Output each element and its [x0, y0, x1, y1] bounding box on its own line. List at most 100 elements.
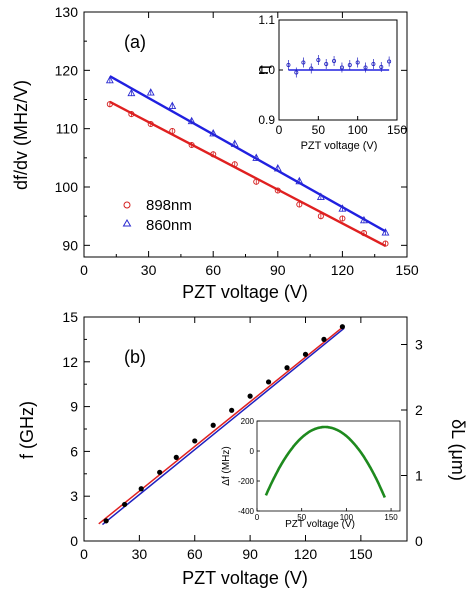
- data-point: [284, 365, 290, 371]
- point-898nm: [296, 201, 303, 208]
- point-898nm: [169, 127, 176, 135]
- inset-y-tick-label: -200: [238, 477, 255, 486]
- point-860nm: [295, 176, 304, 185]
- inset-x-tick-label: 0: [276, 123, 283, 137]
- point-898nm: [317, 213, 324, 220]
- fit-line-860nm: [109, 75, 387, 233]
- inset-point: [347, 63, 352, 68]
- x-tick-label: 0: [80, 262, 88, 278]
- y-tick-label: 90: [62, 237, 78, 253]
- inset-y-tick-label: 0: [250, 447, 255, 456]
- x-tick-label: 90: [270, 262, 286, 278]
- point-898nm: [210, 151, 217, 158]
- x-tick-label: 150: [395, 262, 419, 278]
- point-898nm: [188, 141, 195, 149]
- data-point: [210, 422, 216, 428]
- data-point: [157, 469, 163, 475]
- data-point: [265, 379, 272, 385]
- fit-line-1: [101, 327, 345, 526]
- inset-y-tick-label: -400: [238, 507, 255, 516]
- inset-point: [387, 59, 392, 64]
- y2-tick-label: 2: [415, 402, 423, 418]
- y-tick-label: 130: [55, 4, 79, 20]
- x-tick-label: 150: [349, 546, 373, 562]
- panel-a-inset-x-label: PZT voltage (V): [301, 140, 378, 152]
- y-tick-label: 3: [70, 488, 78, 504]
- point-860nm: [359, 215, 368, 224]
- inset-point: [316, 58, 321, 63]
- legend-label-860nm: 860nm: [146, 217, 192, 234]
- y-tick-label: 6: [70, 443, 78, 459]
- data-point: [229, 407, 235, 413]
- point-898nm: [339, 215, 346, 222]
- y-tick-label: 15: [62, 309, 78, 325]
- data-point: [192, 438, 198, 444]
- inset-point: [301, 60, 306, 65]
- inset-point: [363, 65, 368, 70]
- panel-a-inset-data: [286, 55, 392, 78]
- x-tick-label: 120: [294, 546, 318, 562]
- panel-a-legend: 898nm 860nm: [122, 197, 192, 234]
- point-898nm: [274, 187, 281, 194]
- inset-x-tick-label: 100: [340, 513, 354, 522]
- point-898nm: [128, 111, 135, 118]
- panel-b-data: [98, 324, 345, 526]
- point-860nm: [316, 192, 325, 200]
- inset-x-tick-label: 50: [312, 123, 326, 137]
- point-860nm: [146, 88, 155, 96]
- data-point: [321, 336, 327, 342]
- fit-line-0: [98, 325, 345, 525]
- point-860nm: [273, 163, 282, 172]
- panel-a-inset: 0 50 100 150 0.9 1.0 1.1 PZT voltage (V) η: [253, 13, 407, 152]
- point-898nm: [360, 230, 367, 237]
- point-860nm: [209, 128, 218, 137]
- inset-point: [294, 70, 299, 75]
- panel-a-axes: 0 30 60 90 120 150 90 100 110 120 130: [55, 4, 419, 278]
- panel-b-inset-y-label: Δf (MHz): [221, 446, 232, 485]
- point-860nm: [252, 153, 261, 161]
- inset-x-tick-label: 150: [387, 123, 407, 137]
- point-898nm: [147, 120, 154, 128]
- legend-marker-860nm: [122, 219, 132, 227]
- x-tick-label: 120: [331, 262, 355, 278]
- inset-y-tick-label: 1.1: [258, 13, 275, 27]
- panel-b-y-axis-label: f (GHz): [17, 401, 37, 459]
- inset-y-tick-label: 0.9: [258, 113, 275, 127]
- inset-point: [309, 66, 314, 71]
- inset-x-tick-label: 0: [255, 513, 260, 522]
- fit-line-898nm: [109, 100, 387, 247]
- data-point: [339, 324, 345, 330]
- inset-point: [286, 63, 291, 68]
- legend-label-898nm: 898nm: [146, 197, 192, 214]
- y2-tick-label: 3: [415, 337, 423, 353]
- point-860nm: [105, 75, 114, 84]
- x-tick-label: 90: [242, 546, 258, 562]
- panel-a-label: (a): [124, 32, 146, 52]
- point-860nm: [127, 88, 136, 97]
- inset-curve: [264, 425, 386, 499]
- point-860nm: [168, 101, 177, 109]
- inset-y-tick-label: 200: [241, 417, 255, 426]
- point-860nm: [230, 139, 239, 147]
- point-898nm: [253, 178, 260, 185]
- x-tick-label: 30: [141, 262, 157, 278]
- panel-a-data: [105, 75, 390, 247]
- inset-point: [355, 60, 360, 65]
- x-tick-label: 30: [132, 546, 148, 562]
- panel-a-inset-axes: 0 50 100 150 0.9 1.0 1.1: [258, 13, 407, 137]
- panel-b-inset-data: [264, 425, 386, 499]
- y-tick-label: 9: [70, 399, 78, 415]
- panel-b-y2-axis-label: δL (μm): [448, 419, 468, 481]
- inset-point: [371, 62, 376, 67]
- y2-tick-label: 0: [415, 533, 423, 549]
- panel-a-y-axis-label: df/dv (MHz/V): [11, 80, 31, 190]
- inset-x-tick-label: 150: [384, 513, 398, 522]
- panel-b-label: (b): [124, 347, 146, 367]
- inset-point: [379, 65, 384, 70]
- panel-b-inset: 0 50 100 150 -400 -200 0 200 PZT voltage (V) Δf…: [221, 417, 401, 530]
- panel-a-inset-y-label: η: [253, 65, 272, 74]
- data-point: [138, 486, 144, 492]
- x-tick-label: 60: [187, 546, 203, 562]
